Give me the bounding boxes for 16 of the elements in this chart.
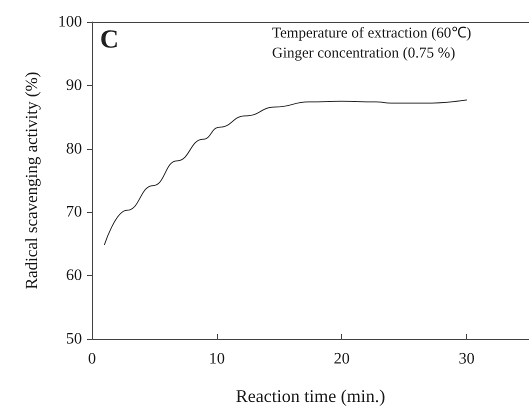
- x-tick-label: 0: [88, 350, 96, 368]
- y-tick-label: 90: [66, 76, 82, 94]
- line-series: [104, 99, 468, 246]
- annotation: Temperature of extraction (60℃): [272, 26, 472, 42]
- x-axis-title: Reaction time (min.): [236, 386, 386, 406]
- y-tick-label: 100: [58, 14, 82, 30]
- x-tick-label: 10: [208, 350, 225, 368]
- y-tick-label: 60: [66, 267, 82, 284]
- x-tick-label: 20: [334, 350, 350, 368]
- y-axis-title: Radical scavenging activity (%): [22, 72, 41, 290]
- y-tick-label: 50: [66, 330, 82, 348]
- y-tick-label: 80: [66, 140, 82, 158]
- annotation: C: [100, 24, 119, 54]
- annotation: Ginger concentration (0.75 %): [272, 46, 456, 62]
- y-tick-label: 70: [66, 204, 82, 221]
- x-tick-label: 30: [458, 350, 475, 368]
